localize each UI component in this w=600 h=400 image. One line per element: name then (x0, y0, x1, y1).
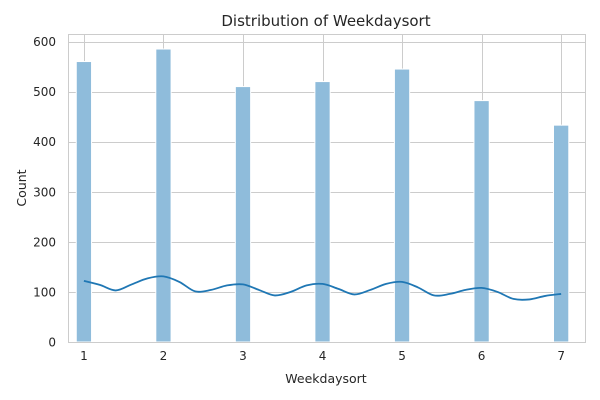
histogram-bar (75, 61, 93, 343)
x-tick-label: 6 (478, 349, 486, 363)
x-tick-label: 5 (398, 349, 406, 363)
kde-line (83, 275, 562, 301)
histogram-bar (314, 81, 331, 343)
y-tick-label: 100 (33, 285, 56, 299)
y-tick-label: 400 (33, 135, 56, 149)
histogram-bar (553, 124, 570, 343)
y-axis-label: Count (14, 169, 29, 206)
tick-labels: 0 100 200 300 400 500 600 1 2 3 4 5 6 7 (33, 35, 565, 363)
x-tick-label: 3 (239, 349, 247, 363)
y-tick-label: 0 (48, 336, 56, 350)
chart-title: Distribution of Weekdaysort (221, 12, 430, 30)
y-tick-label: 200 (33, 235, 56, 249)
y-tick-label: 500 (33, 85, 56, 99)
histogram-bar (473, 100, 490, 343)
histogram-bar (234, 86, 252, 343)
kde-curve-layer (83, 275, 562, 301)
x-tick-label: 4 (319, 349, 327, 363)
histogram-bar (393, 68, 411, 343)
x-tick-label: 7 (557, 349, 565, 363)
x-tick-label: 1 (80, 349, 88, 363)
y-tick-label: 600 (33, 35, 56, 49)
x-axis-label: Weekdaysort (285, 371, 367, 386)
plot-frame (68, 34, 586, 343)
y-tick-label: 300 (33, 185, 56, 199)
histogram-bar (155, 48, 172, 343)
x-tick-label: 2 (160, 349, 168, 363)
